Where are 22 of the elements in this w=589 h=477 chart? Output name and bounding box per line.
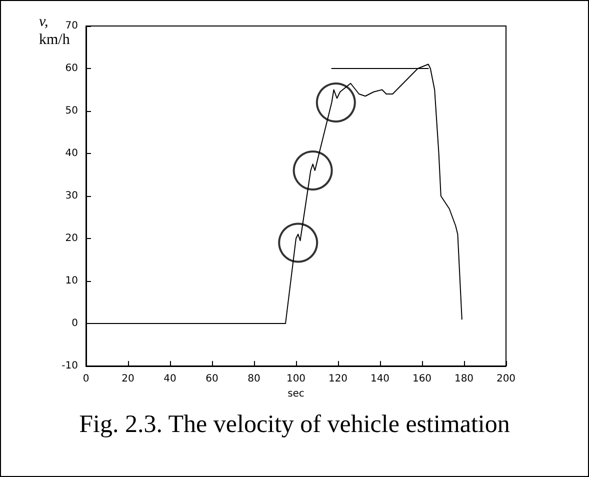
caption: Fig. 2.3. The velocity of vehicle estimation <box>78 411 511 439</box>
y-tick-label: 30 <box>65 190 78 202</box>
x-tick-label: 100 <box>286 374 306 384</box>
x-tick-label: 60 <box>206 374 218 384</box>
x-tick-label: 120 <box>328 374 348 384</box>
y-tick-label: 60 <box>65 63 78 74</box>
y-tick-label: 50 <box>65 106 78 116</box>
x-tick-label: 20 <box>122 374 134 384</box>
x-tick-label: 200 <box>496 374 516 384</box>
y-tick-label: -10 <box>62 360 78 372</box>
y-tick-label: 0 <box>72 318 78 329</box>
y-tick-label: 70 <box>65 20 78 32</box>
x-tick-label: 140 <box>370 374 390 384</box>
y-tick-label: 20 <box>65 233 78 244</box>
x-axis-title: sec <box>288 388 304 400</box>
y-tick-label: 40 <box>65 148 78 159</box>
x-tick-label: 0 <box>82 374 90 384</box>
x-tick-label: 40 <box>164 374 176 384</box>
x-tick-label: 160 <box>412 374 432 384</box>
x-tick-label: 180 <box>454 374 474 384</box>
y-tick-label: 10 <box>65 276 78 286</box>
x-tick-label: 80 <box>248 374 260 384</box>
